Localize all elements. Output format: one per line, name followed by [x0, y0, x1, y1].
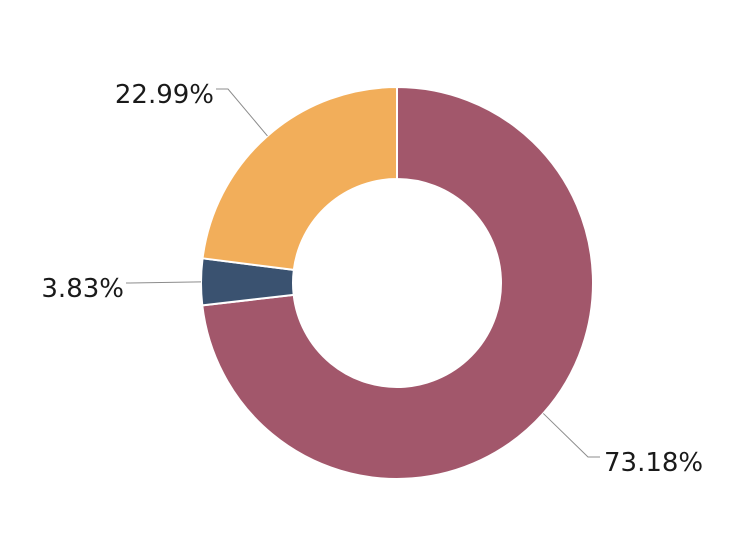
leader-lines-group: [126, 88, 600, 458]
donut-slice: [201, 85, 594, 480]
labels-group: 73.18% 3.83% 22.99%: [41, 80, 703, 478]
leader-line: [542, 413, 600, 458]
slice-percent-label: 22.99%: [115, 80, 214, 110]
donut-slice: [201, 85, 398, 272]
slice-percent-label: 3.83%: [41, 274, 124, 304]
slice-percent-label: 73.18%: [604, 448, 703, 478]
leader-line: [126, 281, 202, 284]
slices-group: [200, 85, 594, 480]
leader-line: [216, 88, 268, 137]
